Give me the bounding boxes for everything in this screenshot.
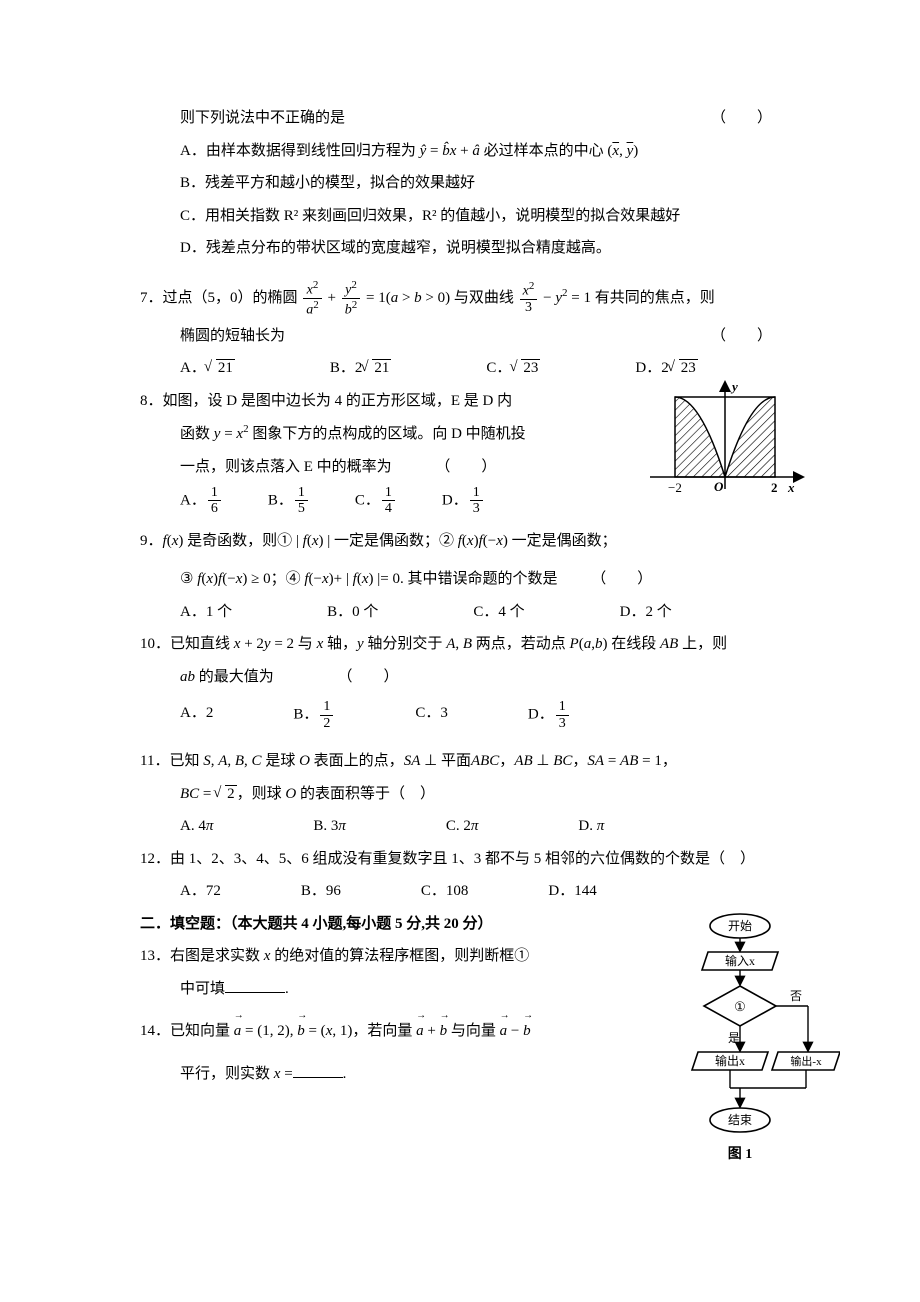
- q11-opt-b: B. 3π: [313, 812, 346, 841]
- q7-opt-c: C．23: [486, 354, 540, 383]
- q13-line2: 中可填.: [140, 975, 800, 1004]
- q10-opt-a: A．2: [180, 699, 213, 731]
- q6-option-d: D．残差点分布的带状区域的宽度越窄，说明模型拟合精度越高。: [140, 234, 800, 263]
- q9-line1: 9．f(x) 是奇函数，则① | f(x) | 一定是偶函数；② f(x)f(−…: [140, 527, 800, 556]
- q11-opt-c: C. 2π: [446, 812, 479, 841]
- q12-options: A．72 B．96 C．108 D．144: [140, 877, 800, 906]
- q9-opt-d: D．2 个: [620, 598, 672, 627]
- q10-opt-b: B．12: [293, 699, 335, 731]
- q14-line1: 14．已知向量 a = (1, 2), b = (x, 1)，若向量 a + b…: [140, 1017, 800, 1046]
- q12-opt-d: D．144: [548, 877, 596, 906]
- q6-option-b: B．残差平方和越小的模型，拟合的效果越好: [140, 169, 800, 198]
- q6-option-c: C．用相关指数 R² 来刻画回归效果，R² 的值越小，说明模型的拟合效果越好: [140, 202, 800, 231]
- q9-opt-c: C．4 个: [473, 598, 524, 627]
- q13-blank: [225, 977, 285, 993]
- svg-text:结束: 结束: [728, 1113, 752, 1127]
- q6-intro: 则下列说法中不正确的是 （ ）: [140, 104, 800, 133]
- q6-blank-paren: （ ）: [711, 104, 780, 133]
- q8-opt-a: A．16: [180, 485, 223, 517]
- q13-line1: 13．右图是求实数 x 的绝对值的算法程序框图，则判断框①: [140, 942, 800, 971]
- q11-line2: BC = 2，则球 O 的表面积等于（ ）: [140, 780, 800, 809]
- q8-line1: 8．如图，设 D 是图中边长为 4 的正方形区域，E 是 D 内: [140, 387, 800, 416]
- q7-opt-a: A．21: [180, 354, 235, 383]
- q10-opt-d: D．13: [528, 699, 571, 731]
- q8-line2: 函数 y = x2 图象下方的点构成的区域。向 D 中随机投: [140, 419, 800, 449]
- section2-heading: 二．填空题：（本大题共 4 小题,每小题 5 分,共 20 分）: [140, 910, 800, 939]
- q14-blank: [293, 1062, 343, 1078]
- q11-options: A. 4π B. 3π C. 2π D. π: [140, 812, 800, 841]
- q8-opt-c: C．14: [355, 485, 397, 517]
- q8-line3: 一点，则该点落入 E 中的概率为 （ ）: [140, 453, 800, 482]
- q7-line2: 椭圆的短轴长为 （ ）: [140, 322, 800, 351]
- q11-opt-d: D. π: [578, 812, 604, 841]
- q8-opt-b: B．15: [268, 485, 310, 517]
- q10-line1: 10．已知直线 x + 2y = 2 与 x 轴，y 轴分别交于 A, B 两点…: [140, 630, 800, 659]
- q9-opt-a: A．1 个: [180, 598, 232, 627]
- q10-line2: ab 的最大值为 （ ）: [140, 663, 800, 692]
- q12-line1: 12．由 1、2、3、4、5、6 组成没有重复数字且 1、3 都不与 5 相邻的…: [140, 845, 800, 874]
- q9-line2: ③ f(x)f(−x) ≥ 0；④ f(−x)+ | f(x) |= 0. 其中…: [140, 565, 800, 594]
- q6-option-a: A．由样本数据得到线性回归方程为 ŷ = b̂x + â 必过样本点的中心 (x…: [140, 137, 800, 166]
- q14-line2: 平行，则实数 x =.: [140, 1060, 800, 1089]
- q12-opt-a: A．72: [180, 877, 221, 906]
- q6-intro-text: 则下列说法中不正确的是: [180, 110, 345, 126]
- q12-opt-c: C．108: [421, 877, 469, 906]
- q11-line1: 11．已知 S, A, B, C 是球 O 表面上的点，SA ⊥ 平面ABC，A…: [140, 747, 800, 776]
- q7-line1: 7．过点（5，0）的椭圆 x2a2 + y2b2 = 1(a > b > 0) …: [140, 279, 800, 318]
- q7-blank-paren: （ ）: [711, 322, 780, 351]
- q9-options: A．1 个 B．0 个 C．4 个 D．2 个: [140, 598, 800, 627]
- svg-text:图 1: 图 1: [728, 1146, 753, 1162]
- q11-opt-a: A. 4π: [180, 812, 213, 841]
- q8-opt-d: D．13: [442, 485, 485, 517]
- q10-options: A．2 B．12 C．3 D．13: [140, 699, 800, 731]
- q10-opt-c: C．3: [415, 699, 448, 731]
- q8-options: A．16 B．15 C．14 D．13: [140, 485, 800, 517]
- q12-opt-b: B．96: [301, 877, 341, 906]
- q9-opt-b: B．0 个: [327, 598, 378, 627]
- q7-opt-b: B．221: [330, 354, 392, 383]
